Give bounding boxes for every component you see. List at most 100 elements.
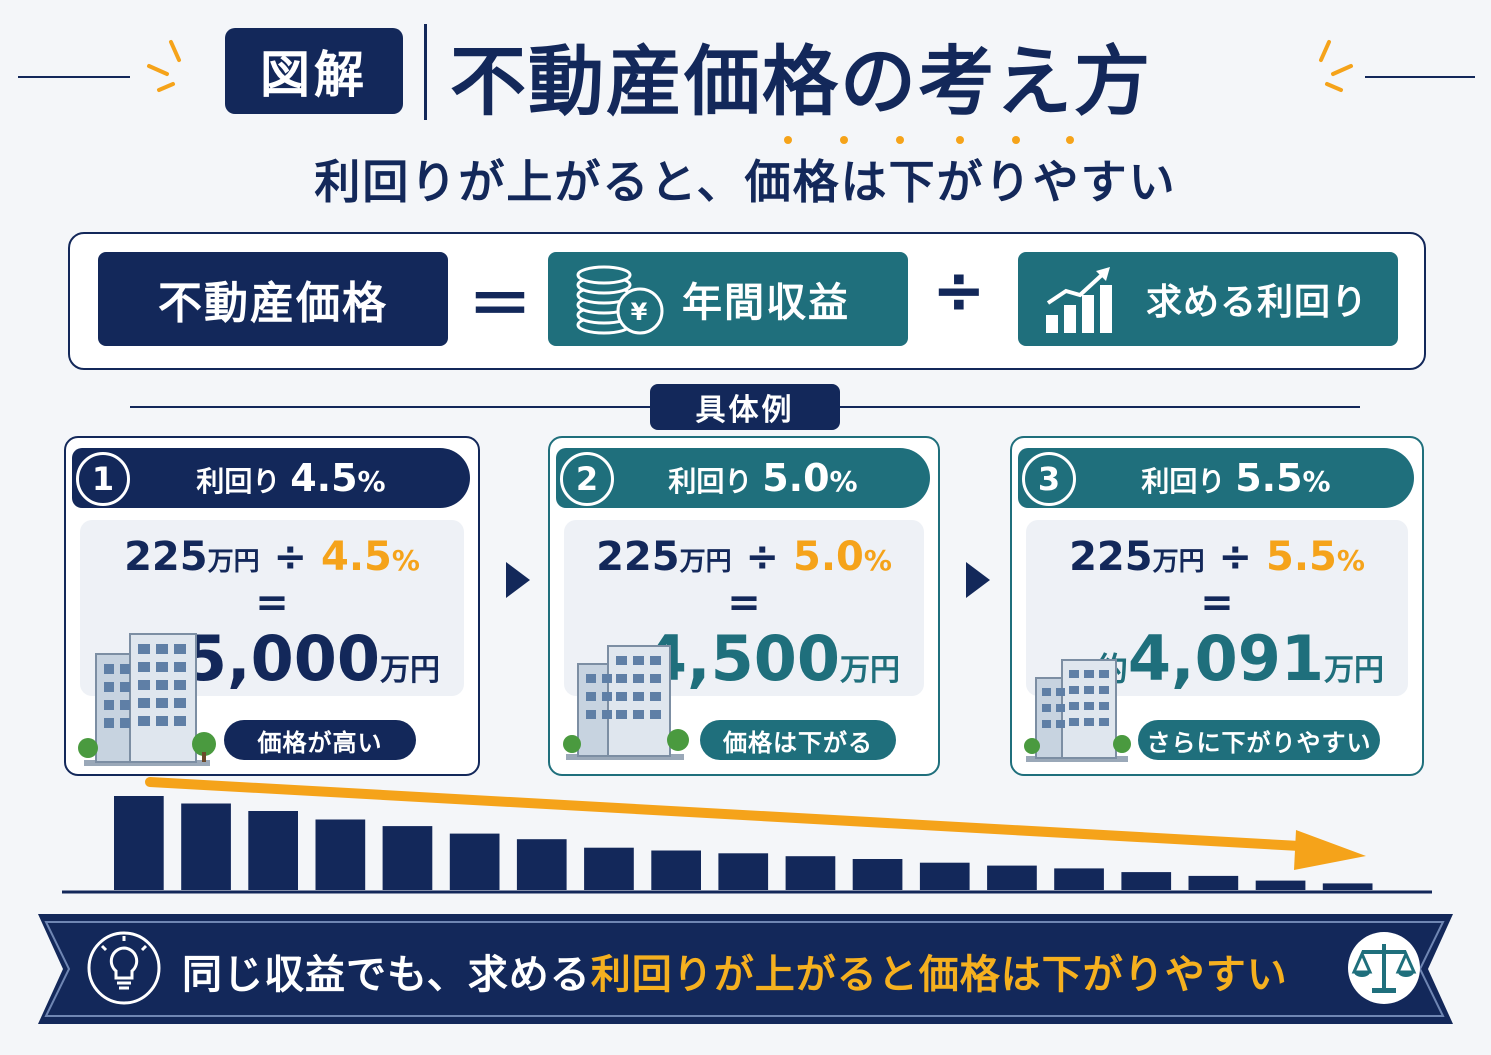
trend-bar xyxy=(1322,883,1373,890)
result-value: 4,091 xyxy=(1127,622,1324,695)
card-header: 2 利回り 5.0% xyxy=(556,448,930,508)
card-title-prefix: 利回り xyxy=(668,465,753,498)
calc-line: 225万円 ÷ 5.5% xyxy=(1026,534,1408,580)
sparkle-left-icon xyxy=(147,40,181,92)
calc-rate: 4.5 xyxy=(320,534,392,580)
formula-yield-box: 求める利回り xyxy=(1018,252,1398,346)
divide-symbol: ÷ xyxy=(745,534,780,580)
emphasis-dot xyxy=(840,136,848,144)
result-unit: 万円 xyxy=(380,653,440,688)
card-title: 利回り 4.5% xyxy=(72,456,470,500)
calc-result: 5,000万円 xyxy=(184,622,440,695)
divide-symbol: ÷ xyxy=(273,534,308,580)
emphasis-dot xyxy=(1012,136,1020,144)
trend-bar xyxy=(852,859,903,890)
card-rate-percent: % xyxy=(357,465,386,498)
trend-bar xyxy=(584,847,634,890)
divide-symbol: ÷ xyxy=(1218,534,1253,580)
trend-bar xyxy=(114,796,164,890)
trend-bar xyxy=(785,856,836,890)
result-unit: 万円 xyxy=(1324,653,1384,688)
emphasis-dot xyxy=(784,136,792,144)
trend-arrow-head-icon xyxy=(1294,830,1366,870)
result-value: 4,500 xyxy=(643,622,840,695)
trend-bar xyxy=(919,862,970,890)
trend-bar xyxy=(651,850,701,890)
trend-bar xyxy=(516,839,567,890)
example-card-3: 3 利回り 5.5% 225万円 ÷ 5.5% = 約4,091万円 xyxy=(1010,436,1424,776)
trend-bar xyxy=(1188,875,1239,890)
arrow-right-icon xyxy=(966,562,990,598)
building-icon xyxy=(563,645,689,760)
card-number: 1 xyxy=(76,452,130,506)
calc-percent: % xyxy=(391,544,420,577)
calc-line: 225万円 ÷ 5.0% xyxy=(564,534,924,580)
arrow-right-icon xyxy=(506,562,530,598)
card-title-prefix: 利回り xyxy=(196,465,281,498)
trend-bar xyxy=(315,819,366,890)
page-title: 不動産価格の考え方 xyxy=(450,37,1152,126)
formula-equals: ＝ xyxy=(468,269,532,343)
card-rate-percent: % xyxy=(1302,465,1331,498)
sparkle-right-icon xyxy=(1319,40,1353,92)
trend-bar xyxy=(1255,880,1306,890)
trend-bar xyxy=(987,865,1037,890)
example-card-1: 1 利回り 4.5% 225万円 ÷ 4.5% = 5,000万円 xyxy=(64,436,480,776)
income-value: 225 xyxy=(124,534,208,580)
calc-equals: = xyxy=(1200,580,1234,626)
card-pill: 価格が高い xyxy=(224,720,416,760)
card-header: 1 利回り 4.5% xyxy=(72,448,470,508)
calc-line: 225万円 ÷ 4.5% xyxy=(80,534,464,580)
formula-divide: ÷ xyxy=(932,254,986,328)
formula-panel: 不動産価格 ＝ ¥ 年間収益 ÷ 求める利回り xyxy=(68,232,1426,370)
card-number: 2 xyxy=(560,452,614,506)
calc-rate: 5.0 xyxy=(792,534,864,580)
result-unit: 万円 xyxy=(840,653,900,688)
formula-price-box: 不動産価格 xyxy=(98,252,448,346)
card-rate: 5.5 xyxy=(1235,456,1303,500)
example-rule-right xyxy=(840,406,1360,408)
card-title: 利回り 5.5% xyxy=(1018,456,1414,500)
calc-equals: = xyxy=(727,580,761,626)
example-badge: 具体例 xyxy=(650,384,840,430)
formula-yield-label: 求める利回り xyxy=(1146,282,1369,323)
conclusion-text-highlight: 利回りが上がると価格は下がりやすい xyxy=(590,952,1288,998)
trend-bar xyxy=(449,833,500,890)
trend-arrow xyxy=(145,777,1305,851)
calc-percent: % xyxy=(1336,544,1365,577)
page-subtitle: 利回りが上がると、価格は下がりやすい xyxy=(314,155,1177,209)
calc-percent: % xyxy=(863,544,892,577)
calc-equals: = xyxy=(255,580,289,626)
card-rate: 4.5 xyxy=(290,456,358,500)
income-unit: 万円 xyxy=(1152,547,1205,577)
result-value: 5,000 xyxy=(183,622,380,695)
calc-result: 4,500万円 xyxy=(644,622,900,695)
emphasis-dot xyxy=(896,136,904,144)
yen-symbol: ¥ xyxy=(631,298,650,326)
coins-icon: ¥ xyxy=(576,265,664,335)
card-title-prefix: 利回り xyxy=(1141,465,1226,498)
title-badge: 図解 xyxy=(225,28,403,114)
calc-rate: 5.5 xyxy=(1265,534,1337,580)
price-trend-chart xyxy=(62,777,1432,894)
formula-income-label: 年間収益 xyxy=(682,280,850,326)
income-unit: 万円 xyxy=(679,547,732,577)
formula-income-box: ¥ 年間収益 xyxy=(548,252,908,346)
conclusion-text: 同じ収益でも、求める利回りが上がると価格は下がりやすい xyxy=(182,942,1288,1000)
calc-result: 約4,091万円 xyxy=(1096,622,1384,695)
emphasis-dot xyxy=(956,136,964,144)
header-rule-left xyxy=(18,76,130,78)
income-unit: 万円 xyxy=(207,547,260,577)
trend-bar xyxy=(718,853,769,890)
trend-bar xyxy=(248,811,298,890)
example-rule-left xyxy=(130,406,650,408)
header-rule-right xyxy=(1365,76,1475,78)
trend-bar xyxy=(382,826,433,890)
formula-price-label: 不動産価格 xyxy=(158,278,388,329)
building-icon xyxy=(1024,659,1131,762)
emphasis-dot xyxy=(1066,136,1074,144)
trend-bar xyxy=(181,803,231,890)
card-rate: 5.0 xyxy=(762,456,830,500)
card-number: 3 xyxy=(1022,452,1076,506)
card-pill: さらに下がりやすい xyxy=(1138,720,1380,760)
